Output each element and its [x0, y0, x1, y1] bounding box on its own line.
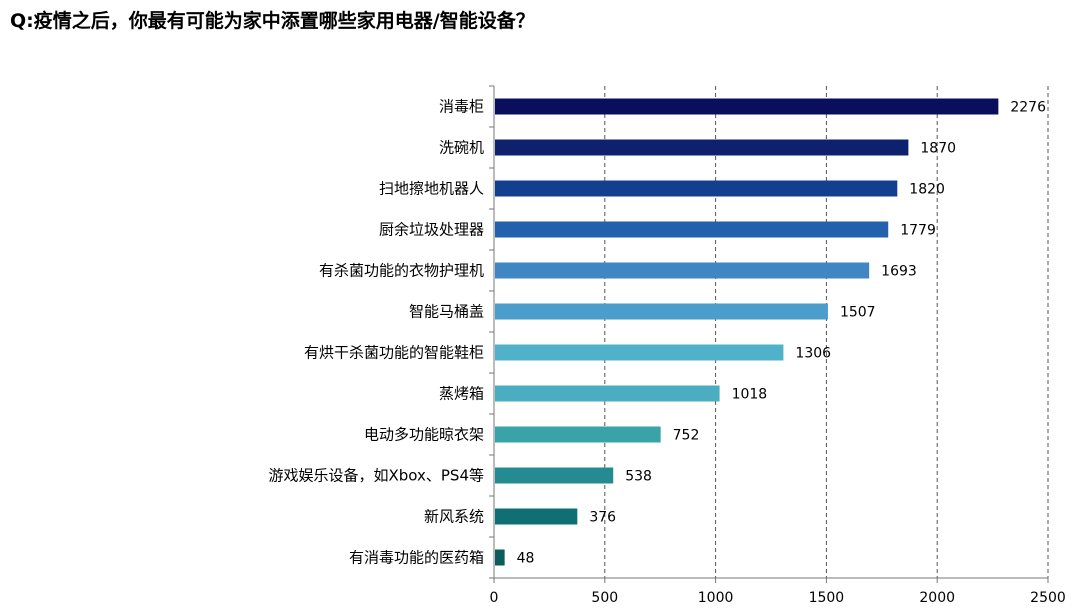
- x-tick-label: 2500: [1030, 590, 1066, 606]
- data-label: 1870: [920, 141, 956, 157]
- bar: [495, 98, 999, 115]
- axis-layer: 0 500 1000 1500 2000 2500 消毒柜洗碗机扫地擦地机器人厨余垃圾处理器…: [268, 85, 1066, 606]
- category-label: 有消毒功能的医药箱: [349, 549, 484, 567]
- bar: [495, 139, 909, 156]
- category-label: 厨余垃圾处理器: [379, 221, 484, 239]
- category-label: 新风系统: [424, 508, 484, 526]
- data-label: 1820: [909, 182, 945, 198]
- category-label: 游戏娱乐设备，如Xbox、PS4等: [268, 467, 484, 485]
- data-label: 1779: [900, 223, 936, 239]
- x-tick-label: 1500: [809, 590, 845, 606]
- data-label: 2276: [1010, 100, 1046, 116]
- x-tick-label: 0: [490, 590, 499, 606]
- bar: [495, 467, 614, 484]
- bar: [495, 344, 784, 361]
- x-tick-label: 1000: [698, 590, 734, 606]
- bar: [495, 221, 889, 238]
- data-label: 538: [625, 469, 652, 485]
- category-label: 有烘干杀菌功能的智能鞋柜: [304, 344, 484, 362]
- bar: [495, 426, 661, 443]
- x-tick-label: 500: [591, 590, 618, 606]
- bar-layer: 2276 1870 1820 1779 1693 1507 1306 1018 752 538 37…: [495, 98, 1046, 567]
- bar: [495, 262, 870, 279]
- bar: [495, 549, 505, 566]
- data-label: 1507: [840, 305, 876, 321]
- category-label: 消毒柜: [439, 98, 484, 116]
- category-label: 扫地擦地机器人: [379, 180, 484, 198]
- category-label: 洗碗机: [439, 139, 484, 157]
- data-label: 376: [589, 510, 616, 526]
- data-label: 1693: [881, 264, 917, 280]
- category-label: 电动多功能晾衣架: [364, 426, 484, 444]
- data-label: 1306: [795, 346, 831, 362]
- bar: [495, 385, 720, 402]
- category-label: 有杀菌功能的衣物护理机: [319, 262, 484, 280]
- category-label: 智能马桶盖: [409, 303, 484, 321]
- bar: [495, 180, 898, 197]
- data-label: 48: [517, 551, 535, 567]
- data-label: 1018: [732, 387, 768, 403]
- x-tick-label: 2000: [919, 590, 955, 606]
- bar: [495, 303, 828, 320]
- grid-layer: [604, 86, 1049, 578]
- bar: [495, 508, 578, 525]
- category-label: 蒸烤箱: [439, 385, 484, 403]
- page-title: Q:疫情之后，你最有可能为家中添置哪些家用电器/智能设备？: [10, 10, 535, 32]
- data-label: 752: [673, 428, 700, 444]
